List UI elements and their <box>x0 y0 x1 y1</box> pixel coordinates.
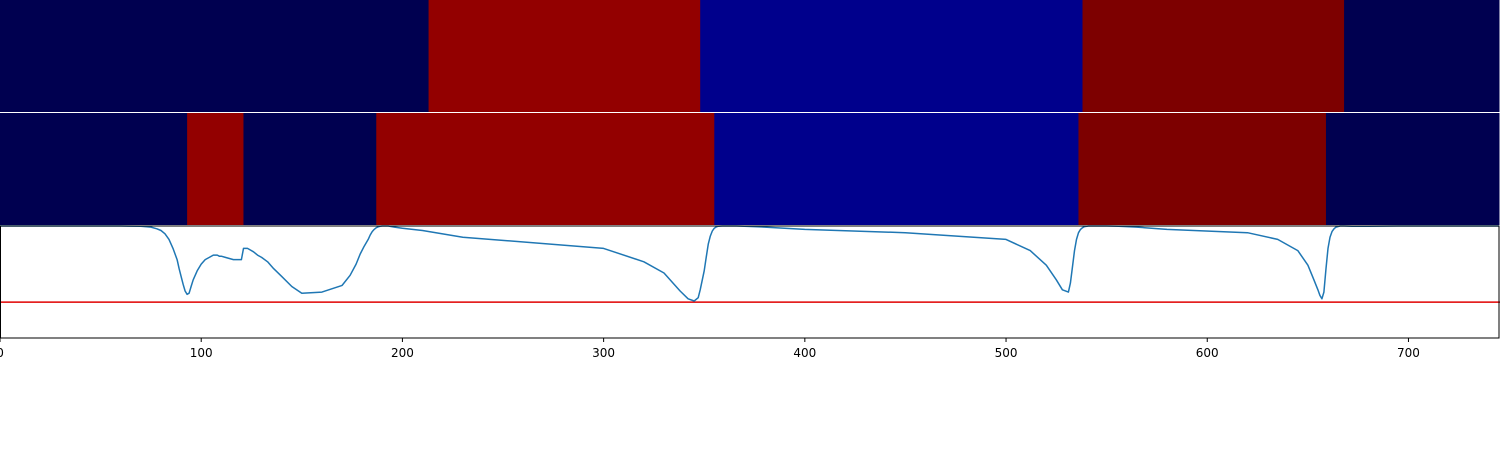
row-2-segment-2 <box>187 113 244 225</box>
x-tick-label-300: 300 <box>592 346 615 360</box>
row-2-segment-5 <box>714 113 1079 225</box>
row-1-segment-3 <box>700 0 1083 112</box>
segment-rows <box>0 0 1500 225</box>
signal-series-line <box>0 225 1499 302</box>
x-tick-label-200: 200 <box>391 346 414 360</box>
x-tick-label-600: 600 <box>1196 346 1219 360</box>
row-2-segment-4 <box>376 113 715 225</box>
row-2-segment-1 <box>0 113 188 225</box>
row-2-segment-7 <box>1325 113 1500 225</box>
x-tick-label-700: 700 <box>1397 346 1420 360</box>
row-1-segment-1 <box>0 0 430 112</box>
x-tick-label-400: 400 <box>793 346 816 360</box>
line-panel <box>0 225 1500 339</box>
row-2-segment-3 <box>243 113 377 225</box>
row-1-segment-4 <box>1082 0 1345 112</box>
x-tick-label-0: 0 <box>0 346 4 360</box>
x-tick-label-500: 500 <box>995 346 1018 360</box>
row-1-segment-5 <box>1344 0 1500 112</box>
x-axis: 0 100 200 300 400 500 600 700 <box>0 338 1420 360</box>
x-tick-label-100: 100 <box>190 346 213 360</box>
row-1-segment-2 <box>428 0 701 112</box>
row-2-segment-6 <box>1078 113 1327 225</box>
line-panel-frame <box>0 225 1500 339</box>
